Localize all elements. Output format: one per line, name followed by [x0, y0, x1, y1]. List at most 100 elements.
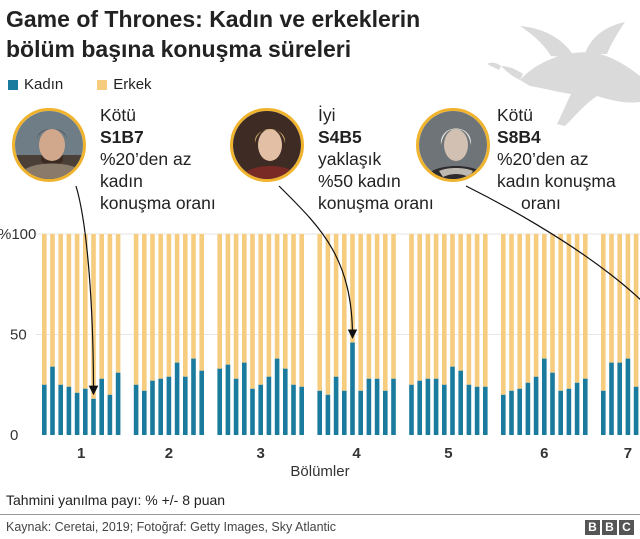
bar-female-s3e5	[250, 388, 255, 435]
bar-male-s4e8	[374, 234, 380, 379]
bar-female-s5e8	[466, 384, 472, 435]
bar-male-s4e7	[366, 234, 372, 379]
annotation-arrow	[75, 185, 99, 396]
bar-female-s1e1	[42, 384, 47, 435]
y-tick-label: 50	[10, 327, 27, 344]
bar-female-s1e9	[107, 394, 113, 435]
bar-male-s4e3	[333, 234, 339, 377]
bar-female-s3e6	[258, 384, 263, 435]
bar-male-s2e4	[158, 234, 163, 379]
bar-male-s3e11	[299, 234, 304, 387]
bar-male-s7e4	[625, 234, 631, 359]
bar-male-s5e9	[474, 234, 480, 387]
stacked-bar-chart: 050%10012345678Bölümler	[0, 185, 640, 480]
bar-female-s3e10	[291, 384, 296, 435]
bar-female-s4e4	[342, 390, 347, 435]
bar-male-s2e7	[183, 234, 188, 377]
bar-male-s2e6	[174, 234, 180, 363]
bar-female-s5e4	[433, 378, 439, 435]
annotation-episode: S1B7	[100, 127, 144, 147]
bar-male-s4e5	[350, 234, 355, 343]
bar-female-s5e5	[442, 384, 447, 435]
annotation-line: konuşma oranı	[318, 193, 434, 213]
annotation-line: oranı	[521, 193, 561, 213]
bar-male-s6e7	[550, 234, 555, 373]
bar-male-s3e5	[250, 234, 255, 389]
bar-female-s4e7	[366, 378, 372, 435]
bar-female-s5e6	[450, 366, 455, 435]
bar-female-s2e5	[166, 376, 172, 435]
bar-male-s6e10	[574, 234, 580, 383]
bar-male-s3e10	[291, 234, 296, 385]
bar-female-s2e7	[183, 376, 188, 435]
bar-female-s5e9	[474, 386, 480, 435]
bar-male-s5e5	[442, 234, 447, 385]
bar-female-s1e5	[74, 392, 80, 435]
bar-female-s2e1	[133, 384, 139, 435]
annotation-line: %20’den az	[100, 149, 192, 169]
bar-female-s6e3	[517, 388, 522, 435]
bar-female-s1e3	[58, 384, 63, 435]
bar-male-s6e11	[583, 234, 588, 379]
bar-female-s6e7	[550, 372, 555, 435]
annotation-line: %50 kadın	[318, 171, 401, 191]
bar-female-s7e3	[617, 362, 622, 435]
bar-male-s3e9	[283, 234, 288, 369]
bar-male-s3e8	[274, 234, 280, 359]
bar-female-s5e7	[458, 370, 463, 435]
bar-female-s6e6	[542, 358, 547, 435]
bar-female-s2e6	[174, 362, 180, 435]
bar-male-s1e9	[107, 234, 113, 395]
bar-female-s7e5	[633, 386, 639, 435]
bar-male-s7e3	[617, 234, 622, 363]
annotation-line: kadın konuşma	[497, 171, 616, 191]
bar-male-s5e4	[433, 234, 439, 379]
bbc-logo-letter: B	[602, 520, 617, 535]
annotation-line: yaklaşık	[318, 149, 382, 169]
bar-female-s4e1	[317, 390, 322, 435]
bar-male-s1e2	[50, 234, 55, 367]
bar-female-s2e4	[158, 378, 163, 435]
bar-male-s6e6	[542, 234, 547, 359]
daenerys-portrait	[416, 108, 490, 182]
bbc-logo-letter: B	[585, 520, 600, 535]
bar-female-s1e7	[91, 398, 96, 435]
annotation-line: %20’den az	[497, 149, 589, 169]
bar-female-s4e2	[325, 394, 331, 435]
bar-male-s5e2	[417, 234, 422, 381]
bar-male-s1e10	[115, 234, 121, 373]
bar-male-s6e3	[517, 234, 522, 389]
annotation-s4b5: İyi S4B5 yaklaşık %50 kadın konuşma oran…	[318, 104, 434, 214]
bar-female-s4e8	[374, 378, 380, 435]
bar-female-s5e1	[409, 384, 414, 435]
bar-male-s5e8	[466, 234, 472, 385]
annotation-s8b4: Kötü S8B4 %20’den az kadın konuşma oranı	[497, 104, 616, 214]
bar-female-s4e9	[383, 390, 388, 435]
season-label: 3	[257, 445, 265, 462]
bar-male-s6e2	[509, 234, 514, 391]
bar-male-s6e4	[525, 234, 531, 383]
x-axis-label: Bölümler	[290, 463, 349, 480]
bar-female-s3e8	[274, 358, 280, 435]
legend-item-male: Erkek	[97, 76, 152, 93]
bar-male-s2e2	[142, 234, 147, 391]
annotation-line: kadın	[100, 171, 143, 191]
bar-female-s6e8	[558, 390, 563, 435]
bar-female-s3e4	[242, 362, 247, 435]
legend: Kadın Erkek	[8, 76, 186, 93]
margin-of-error-note: Tahmini yanılma payı: % +/- 8 puan	[6, 492, 226, 508]
bar-male-s1e4	[66, 234, 72, 387]
bar-female-s2e3	[150, 380, 155, 435]
bar-female-s1e6	[83, 388, 88, 435]
season-label: 2	[165, 445, 173, 462]
annotation-line: konuşma oranı	[100, 193, 216, 213]
bar-female-s1e4	[66, 386, 72, 435]
y-tick-label: 0	[10, 427, 18, 444]
bar-female-s3e9	[283, 368, 288, 435]
bar-male-s4e2	[325, 234, 331, 395]
bar-female-s6e1	[501, 394, 506, 435]
bbc-logo: B B C	[583, 520, 634, 535]
annotation-episode: S8B4	[497, 127, 541, 147]
annotation-rating: Kötü	[100, 105, 136, 125]
bar-male-s2e1	[133, 234, 139, 385]
